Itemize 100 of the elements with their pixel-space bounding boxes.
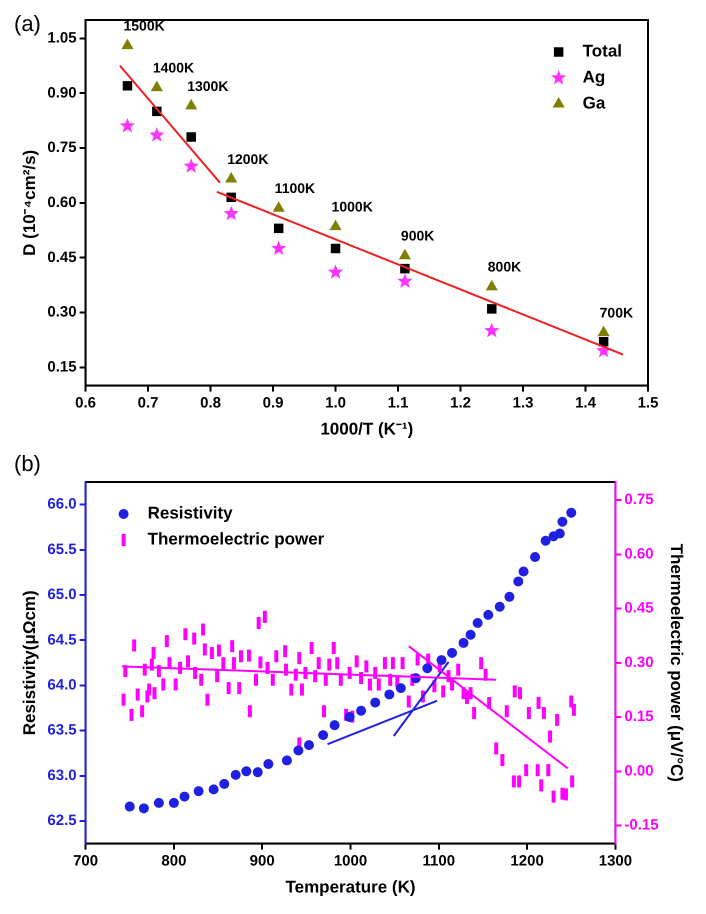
point: [149, 127, 164, 142]
y2-axis-title: Thermoelectric power (μV/°C): [667, 544, 686, 782]
point: [494, 602, 505, 612]
x-tick-label: 0.7: [138, 394, 159, 412]
legend-label: Resistivity: [148, 504, 234, 523]
y-tick-label: 65.0: [47, 586, 77, 604]
point: [328, 264, 344, 279]
y2-tick-label: 0.00: [624, 762, 654, 780]
point: [318, 730, 328, 740]
annotation: 1400K: [152, 59, 194, 76]
y-tick-label: 0.60: [47, 194, 77, 211]
point: [447, 648, 458, 658]
y-axis-title: Resistivity(μΩcm): [20, 590, 39, 736]
x-tick-label: 900: [250, 852, 275, 870]
y-tick-label: 0.45: [47, 248, 77, 266]
x-tick-label: 1300: [598, 852, 632, 870]
point: [122, 39, 134, 50]
x-tick-label: 0.6: [75, 394, 96, 412]
y2-tick-label: 0.15: [624, 708, 654, 726]
chart-title: (b): [14, 451, 41, 476]
point: [384, 689, 394, 700]
point: [396, 683, 406, 694]
point: [513, 576, 524, 586]
y2-tick-label: 0.45: [624, 600, 654, 617]
point: [598, 326, 610, 336]
y-tick-label: 0.90: [47, 84, 77, 102]
point: [484, 322, 500, 338]
point: [184, 158, 199, 173]
point: [124, 802, 135, 812]
point: [263, 759, 274, 770]
x-axis-title: 1000/T (K⁻¹): [320, 419, 414, 438]
y-axis-title: D (10⁻⁴cm²/s): [20, 150, 39, 256]
point: [330, 720, 340, 730]
point: [518, 566, 529, 576]
point: [422, 663, 432, 674]
point: [151, 81, 163, 92]
y-tick-label: 0.30: [47, 304, 77, 321]
point: [487, 304, 497, 314]
point: [458, 638, 469, 648]
annotation: 700K: [600, 304, 634, 320]
annotation: 1300K: [187, 78, 228, 94]
y-tick-label: 63.5: [47, 722, 77, 739]
point: [168, 798, 179, 808]
point: [436, 655, 446, 666]
point: [194, 786, 204, 796]
x-tick-label: 1.0: [325, 394, 346, 412]
x-tick-label: 1.4: [575, 394, 597, 412]
point: [154, 798, 164, 808]
y-tick-label: 64.0: [47, 676, 77, 694]
annotation: 800K: [488, 258, 522, 275]
point: [554, 528, 565, 539]
y-tick-label: 62.5: [47, 812, 77, 830]
y2-tick-label: -0.15: [624, 816, 659, 834]
point: [271, 240, 286, 255]
point: [330, 220, 342, 230]
legend-label: Ga: [582, 94, 606, 113]
point: [122, 81, 132, 91]
y-tick-label: 1.05: [47, 29, 77, 46]
x-tick-label: 0.8: [200, 394, 222, 412]
point: [304, 740, 314, 750]
x-tick-label: 1.3: [512, 394, 534, 412]
chart-title: (a): [14, 11, 41, 36]
point: [566, 508, 576, 518]
annotation: 900K: [400, 228, 434, 244]
point: [330, 244, 340, 254]
point: [540, 536, 551, 546]
point: [219, 778, 230, 789]
x-tick-label: 1.1: [388, 394, 408, 412]
point: [530, 552, 540, 562]
annotation: 1100K: [274, 180, 316, 196]
annotation: 1500K: [123, 17, 165, 34]
point: [356, 706, 366, 716]
x-tick-label: 1.5: [638, 394, 658, 412]
legend-label: Thermoelectric power: [148, 530, 325, 549]
point: [226, 172, 237, 183]
point: [472, 618, 483, 628]
point: [282, 755, 292, 766]
point: [274, 224, 284, 234]
point: [241, 766, 252, 776]
y-tick-label: 63.0: [47, 766, 77, 784]
x-tick-label: 800: [161, 852, 186, 870]
x-axis-title: Temperature (K): [285, 877, 416, 896]
point: [230, 770, 241, 780]
legend-label: Total: [582, 42, 622, 61]
y2-tick-label: 0.60: [624, 545, 654, 562]
point: [186, 132, 196, 142]
point: [483, 610, 494, 620]
annotation: 1000K: [332, 198, 373, 214]
point: [252, 767, 263, 778]
point: [370, 698, 380, 708]
y2-tick-label: 0.75: [624, 491, 654, 508]
point: [466, 630, 476, 640]
point: [208, 784, 219, 794]
point: [224, 206, 239, 220]
point: [293, 745, 304, 756]
point: [504, 592, 514, 602]
x-tick-label: 1.2: [450, 394, 471, 412]
annotation: 1200K: [227, 150, 268, 167]
x-tick-label: 0.9: [262, 394, 284, 412]
point: [120, 118, 136, 132]
